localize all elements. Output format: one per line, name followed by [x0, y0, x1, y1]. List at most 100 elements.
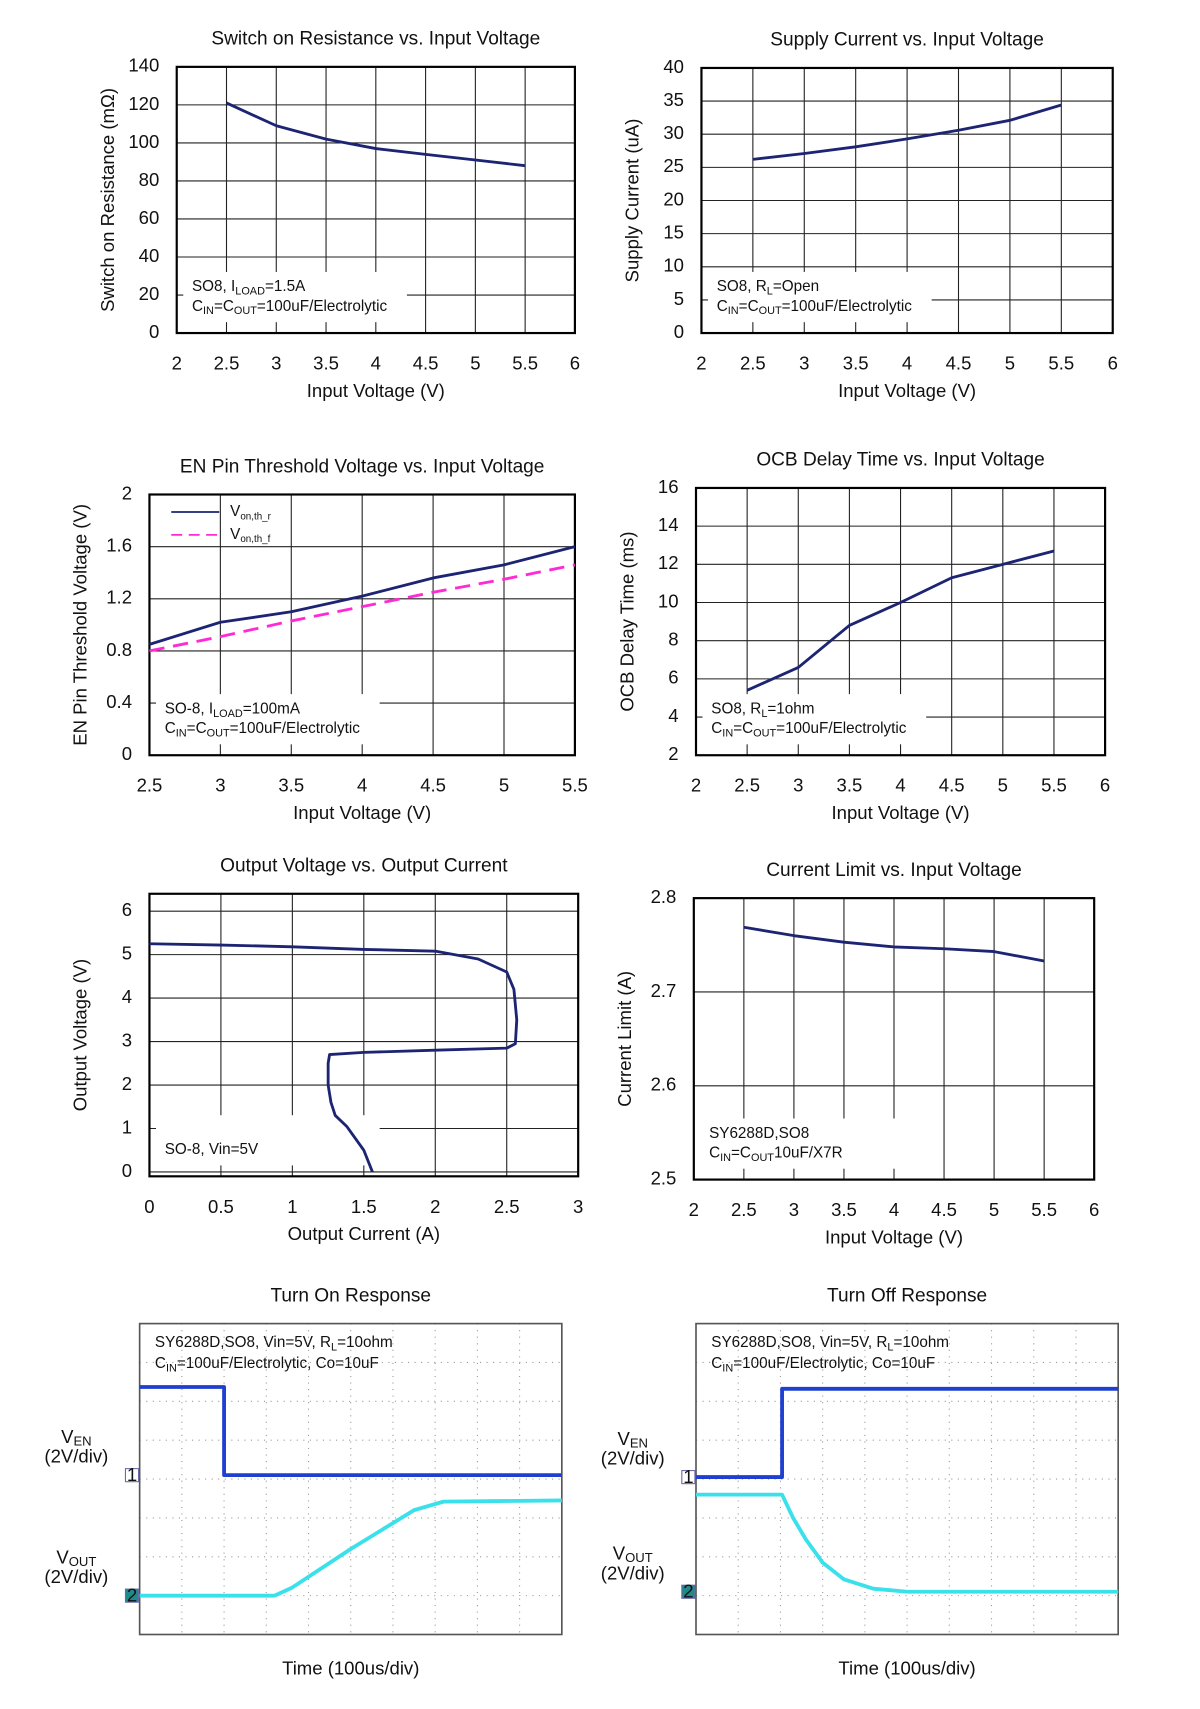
annotation: CIN=COUT=100uF/Electrolytic: [711, 720, 907, 739]
annotation: SO8, RL=1ohm: [711, 700, 814, 719]
plot-frame: [148, 892, 580, 1178]
subscript: IN: [722, 727, 733, 739]
annotation: SY6288D,SO8: [709, 1125, 809, 1142]
x-tick-label: 5: [470, 353, 480, 374]
text-run: C: [165, 720, 176, 737]
y-tick-label: 40: [663, 56, 684, 77]
text-run: C: [711, 720, 722, 737]
x-tick-label: 3.5: [278, 775, 304, 796]
y-tick-label: 8: [668, 629, 678, 650]
y-tick-label: 0: [674, 321, 684, 342]
x-axis-label: Input Voltage (V): [307, 380, 445, 401]
text-run: =10ohm: [893, 1334, 949, 1351]
subscript: L: [331, 1341, 337, 1353]
y-axis-label: Supply Current (uA): [622, 119, 643, 283]
y-tick-label: 2: [122, 482, 132, 503]
channel-marker: [124, 1468, 140, 1483]
y-tick-label: 5: [122, 943, 132, 964]
y-tick-label: 16: [658, 476, 679, 497]
trace-label: (2V/div): [44, 1566, 108, 1587]
y-tick-label: 0: [122, 743, 132, 764]
subscript: LOAD: [235, 285, 265, 297]
y-tick-label: 10: [658, 590, 679, 611]
subscript: OUT: [753, 727, 776, 739]
trace-label: VOUT: [613, 1543, 653, 1566]
text-run: =100uF/Electrolytic, Co=10uF: [177, 1355, 379, 1372]
y-tick-label: 6: [668, 667, 678, 688]
text-run: =100uF/Electrolytic, Co=10uF: [733, 1355, 935, 1372]
text-run: SY6288D,SO8, Vin=5V, R: [711, 1334, 887, 1351]
text-run: V: [230, 503, 241, 520]
x-tick-label: 1: [287, 1196, 297, 1217]
y-tick-label: 1: [122, 1116, 132, 1137]
chart-title: Current Limit vs. Input Voltage: [766, 860, 1022, 881]
y-tick-label: 2.6: [651, 1074, 677, 1095]
text-run: C: [711, 1355, 722, 1372]
legend-entry: Von,th_r: [230, 503, 271, 522]
x-tick-label: 4: [895, 775, 905, 796]
x-axis-label: Time (100us/div): [282, 1657, 419, 1678]
annotation-background: [700, 1118, 924, 1169]
y-tick-label: 0.4: [106, 691, 132, 712]
x-axis-label: Input Voltage (V): [825, 1226, 963, 1247]
text-run: SY6288D,SO8: [709, 1125, 809, 1142]
chart-title: Output Voltage vs. Output Current: [220, 856, 508, 877]
plot-frame: [692, 897, 1096, 1181]
x-tick-label: 2: [691, 775, 701, 796]
data-line: [149, 942, 519, 1173]
plot-frame: [694, 486, 1107, 757]
text-run: C: [717, 298, 728, 315]
x-tick-label: 2.5: [494, 1196, 520, 1217]
x-tick-label: 5: [998, 775, 1008, 796]
data-line: [139, 1385, 562, 1478]
channel-marker: [681, 1584, 696, 1599]
channel-label: 1: [127, 1464, 137, 1485]
plot-frame: [138, 1322, 563, 1636]
text-run: =1ohm: [767, 700, 814, 717]
annotation: CIN=COUT=100uF/Electrolytic: [717, 298, 913, 317]
y-tick-label: 0: [149, 321, 159, 342]
y-axis-label: Output Voltage (V): [70, 959, 91, 1111]
chart-title: Switch on Resistance vs. Input Voltage: [211, 29, 540, 50]
x-tick-label: 6: [1100, 775, 1110, 796]
data-line: [696, 1492, 1119, 1594]
x-tick-label: 3: [271, 353, 281, 374]
text-run: =C: [739, 298, 759, 315]
text-run: =100uF/Electrolytic: [230, 720, 361, 737]
trace-label: (2V/div): [44, 1446, 108, 1467]
annotation: SY6288D,SO8, Vin=5V, RL=10ohm: [711, 1334, 949, 1353]
text-run: =C: [731, 1144, 751, 1161]
x-tick-label: 3: [793, 775, 803, 796]
x-tick-label: 4.5: [413, 353, 439, 374]
y-axis-label: OCB Delay Time (ms): [616, 531, 637, 711]
chart-title: Turn On Response: [270, 1285, 430, 1306]
chart-title: EN Pin Threshold Voltage vs. Input Volta…: [180, 456, 545, 477]
text-run: SO8, I: [192, 278, 235, 295]
text-run: C: [155, 1355, 166, 1372]
x-axis-label: Output Current (A): [288, 1223, 440, 1244]
y-tick-label: 1.2: [106, 587, 132, 608]
x-tick-label: 2.5: [214, 353, 240, 374]
plot-frame: [148, 493, 576, 757]
text-run: SO-8, I: [165, 700, 213, 717]
subscript: IN: [720, 1152, 731, 1164]
subscript: L: [761, 708, 767, 720]
x-axis-label: Input Voltage (V): [293, 802, 431, 823]
x-tick-label: 4: [357, 775, 367, 796]
x-tick-label: 5.5: [562, 775, 588, 796]
subscript: on,th_f: [240, 534, 270, 545]
subscript: L: [767, 285, 773, 297]
data-line: [743, 925, 1045, 963]
plot-frame: [700, 66, 1114, 335]
subscript: EN: [73, 1434, 91, 1449]
annotation-background: [156, 694, 380, 745]
text-run: SO8, R: [711, 700, 761, 717]
x-tick-label: 2.5: [731, 1199, 757, 1220]
annotation: SY6288D,SO8, Vin=5V, RL=10ohm: [155, 1334, 393, 1353]
annotation: CIN=100uF/Electrolytic, Co=10uF: [711, 1355, 935, 1374]
data-line: [696, 1386, 1119, 1479]
x-tick-label: 3.5: [831, 1199, 857, 1220]
x-tick-label: 2.5: [734, 775, 760, 796]
